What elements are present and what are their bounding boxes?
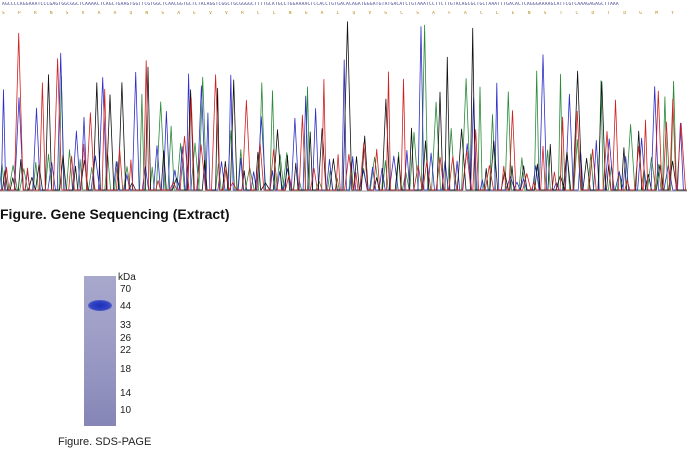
gene-sequencing-panel: AGCCCCAGGAAATCCCGAGTGGCGGCTCAAAACTCAGCTG… — [0, 0, 687, 196]
marker-label-33: 33 — [120, 320, 132, 331]
chromatogram-trace — [0, 21, 687, 192]
marker-label-70: 70 — [120, 284, 132, 295]
trace-t — [0, 32, 687, 191]
gel-lane — [84, 276, 116, 426]
marker-label-22: 22 — [120, 345, 132, 356]
kda-unit-label: kDa — [118, 272, 136, 283]
marker-label-44: 44 — [120, 301, 132, 312]
sds-page-gel: kDa 70 44 33 26 22 18 14 10 — [84, 270, 144, 426]
sds-page-caption: Figure. SDS-PAGE — [58, 436, 152, 448]
marker-label-18: 18 — [120, 364, 132, 375]
nucleotide-sequence: AGCCCCAGGAAATCCCGAGTGGCGGCTCAAAACTCAGCTG… — [2, 2, 619, 7]
marker-label-14: 14 — [120, 388, 132, 399]
marker-label-10: 10 — [120, 405, 132, 416]
protein-band — [88, 300, 112, 311]
marker-label-26: 26 — [120, 333, 132, 344]
amino-acid-sequence: S P R N S V A A Q N S A E V V R C L N G … — [2, 11, 685, 16]
gene-sequencing-caption: Figure. Gene Sequencing (Extract) — [0, 206, 230, 222]
